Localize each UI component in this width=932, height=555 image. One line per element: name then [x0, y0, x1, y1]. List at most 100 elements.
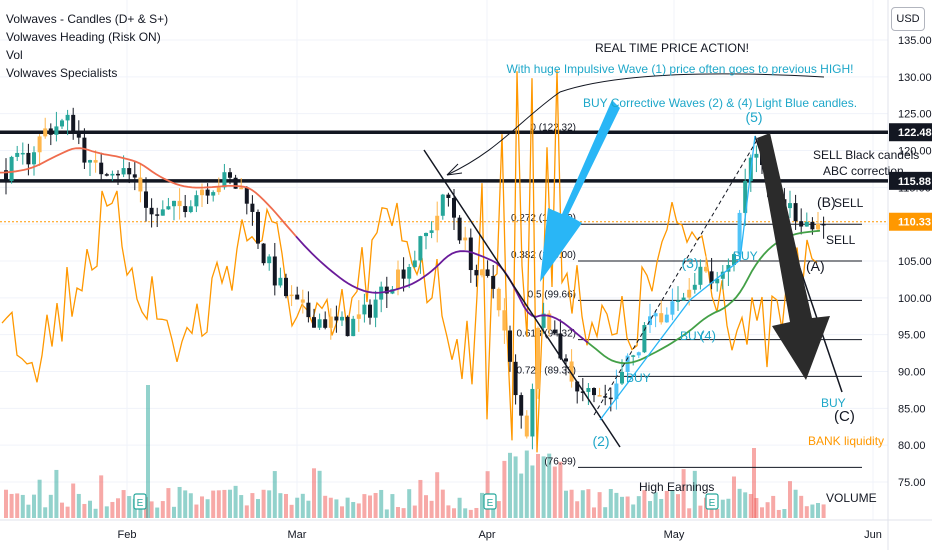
- candle-body: [82, 137, 87, 163]
- volume-bar: [222, 489, 227, 518]
- volume-bar: [15, 493, 20, 518]
- candle-body: [670, 301, 675, 315]
- legend-specialists[interactable]: Volwaves Specialists: [6, 66, 118, 80]
- candle-body: [446, 194, 451, 198]
- volume-bar: [334, 499, 339, 518]
- candle-body: [88, 160, 92, 163]
- candle-body: [715, 278, 720, 284]
- volume-bar: [452, 508, 456, 518]
- volume-bar: [547, 453, 552, 518]
- volume-bar: [457, 497, 462, 518]
- volume-bar: [804, 506, 809, 518]
- earnings-marker-label: E: [709, 498, 716, 509]
- annotation-impulse-note: With huge Impulsive Wave (1) price often…: [506, 62, 853, 76]
- volume-bar: [513, 456, 518, 518]
- volume-bar: [384, 509, 389, 518]
- candle-body: [177, 200, 182, 207]
- candle-body: [480, 269, 484, 276]
- candle-body: [138, 177, 143, 192]
- volume-bar: [216, 490, 221, 518]
- annotation-wave-c: (C): [834, 408, 855, 425]
- annotation-buy-3: BUY: [626, 371, 651, 385]
- price-badge-label: 110.33: [898, 217, 931, 229]
- volume-bar: [558, 461, 563, 518]
- currency-button[interactable]: USD: [891, 7, 925, 31]
- volume-bar: [642, 490, 647, 518]
- candle-body: [356, 314, 361, 319]
- volume-bar: [362, 494, 367, 518]
- volume-bar: [687, 508, 692, 518]
- candle-body: [144, 191, 148, 208]
- price-tick-label: 85.00: [898, 403, 926, 415]
- volume-bar: [172, 506, 176, 518]
- volume-bar: [244, 505, 249, 518]
- volume-bar: [440, 489, 445, 518]
- volume-bar: [620, 496, 624, 518]
- volume-bar: [552, 466, 557, 518]
- candle-body: [155, 214, 160, 216]
- volume-bar: [284, 493, 288, 518]
- volume-bar: [48, 494, 53, 518]
- candle-body: [698, 266, 703, 285]
- candle-body: [575, 381, 580, 392]
- candle-body: [9, 156, 14, 181]
- candle-body: [396, 269, 400, 290]
- legend-vol[interactable]: Vol: [6, 48, 23, 62]
- candle-body: [183, 206, 188, 213]
- candle-body: [188, 206, 193, 213]
- candle-body: [424, 232, 428, 237]
- volume-bar: [435, 472, 440, 518]
- volume-bar: [726, 498, 731, 518]
- candle-body: [692, 284, 697, 290]
- candle-body: [418, 236, 423, 261]
- candle-body: [250, 203, 255, 212]
- candle-body: [334, 316, 339, 321]
- candle-body: [541, 313, 546, 328]
- annotation-sell-2: SELL: [826, 233, 856, 247]
- price-badge: [889, 123, 932, 142]
- candle-body: [429, 230, 434, 233]
- candle-body: [194, 195, 199, 207]
- time-tick-label: Feb: [118, 529, 137, 541]
- volume-bar: [351, 502, 356, 518]
- candle-body: [681, 297, 686, 301]
- fib-level-label: 0.728 (89.33): [517, 365, 577, 376]
- candle-body: [401, 269, 406, 279]
- candle-body: [709, 271, 714, 284]
- candle-body: [631, 355, 636, 357]
- volume-bar: [43, 507, 48, 518]
- candle-body: [468, 237, 473, 271]
- volume-bar: [676, 494, 680, 518]
- candle-body: [524, 415, 529, 437]
- volume-bar: [580, 490, 585, 518]
- fib-level-label: 0.272 (109.99): [511, 213, 576, 224]
- time-tick-label: May: [664, 529, 685, 541]
- volume-bar: [155, 507, 160, 518]
- volume-bar: [821, 504, 826, 518]
- candle-body: [26, 152, 31, 165]
- volume-bar: [127, 496, 132, 518]
- price-badge-label: 122.48: [898, 127, 932, 139]
- candle-body: [384, 286, 389, 294]
- legend-candles[interactable]: Volwaves - Candles (D+ & S+): [6, 12, 169, 26]
- trend-line-down: [423, 149, 621, 448]
- candle-body: [474, 270, 479, 276]
- candle-body: [754, 153, 759, 158]
- volume-bar: [743, 492, 748, 518]
- annotation-wave-5: (5): [745, 109, 762, 125]
- volume-bar: [496, 501, 501, 518]
- candle-body: [720, 271, 725, 279]
- candle-body: [32, 152, 36, 165]
- volume-bar: [732, 476, 736, 518]
- volume-bar: [289, 504, 294, 518]
- volume-bar: [754, 498, 759, 518]
- candle-body: [172, 200, 176, 207]
- volume-bar: [104, 506, 109, 518]
- candle-body: [261, 243, 266, 264]
- legend-heading[interactable]: Volwaves Heading (Risk ON): [6, 30, 161, 44]
- volume-bar: [166, 488, 171, 518]
- volume-bar: [272, 471, 277, 518]
- volume-bar: [659, 498, 664, 518]
- time-tick-label: Mar: [288, 529, 307, 541]
